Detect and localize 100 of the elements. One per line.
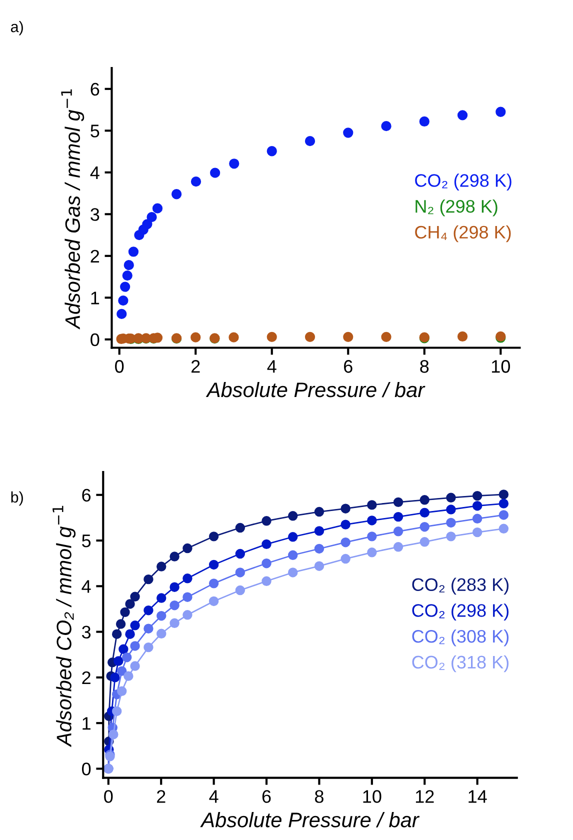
point	[393, 512, 404, 522]
point	[170, 618, 180, 628]
point	[235, 522, 246, 533]
point	[116, 686, 127, 696]
point	[112, 629, 122, 639]
point	[457, 110, 468, 120]
point	[393, 497, 404, 508]
y-tick-label: 0	[90, 333, 100, 346]
text: N₂ (298 K)	[416, 199, 498, 216]
point	[125, 599, 135, 609]
text: CO₂ (308 K)	[412, 629, 509, 646]
point	[314, 544, 324, 554]
y-tick-label: 1	[82, 717, 90, 730]
point	[367, 516, 377, 526]
point	[152, 203, 163, 214]
point	[419, 116, 430, 127]
point	[144, 642, 154, 652]
point	[156, 610, 166, 621]
point	[120, 282, 130, 292]
point	[116, 619, 126, 629]
point	[420, 495, 430, 505]
point	[114, 656, 124, 666]
point	[304, 136, 316, 146]
point	[340, 504, 350, 514]
point	[229, 158, 240, 169]
point	[118, 644, 128, 654]
y-tick-label: 5	[82, 534, 91, 548]
x-tick-label: 2	[192, 360, 200, 373]
point	[262, 516, 272, 526]
point	[130, 641, 140, 651]
x-tick-label: 6	[262, 790, 271, 803]
point	[122, 270, 132, 281]
x-tick-label: 0	[115, 360, 124, 373]
x-tick-label: 8	[314, 790, 324, 803]
point	[472, 527, 482, 538]
point	[210, 168, 220, 178]
point	[381, 121, 392, 132]
text: CO₂ (283 K)	[412, 578, 509, 595]
y-tick-label: 5	[90, 124, 100, 138]
point	[496, 106, 506, 117]
point	[170, 552, 180, 562]
text: b)	[11, 491, 23, 506]
point	[367, 532, 377, 542]
point	[393, 542, 404, 552]
y-tick-label: 6	[82, 488, 91, 502]
x-tick-label: 10	[492, 360, 510, 373]
point	[142, 219, 152, 230]
x-axis-title: Absolute Pressure / bar	[200, 812, 420, 828]
y-tick-label: 0	[82, 762, 91, 776]
text: CH₄ (298 K)	[415, 225, 511, 242]
y-tick-label: 1	[91, 292, 100, 304]
point	[235, 548, 246, 559]
point	[118, 296, 128, 306]
point	[446, 518, 456, 528]
point	[288, 511, 298, 521]
point	[208, 578, 219, 588]
point	[122, 652, 132, 662]
point	[367, 548, 377, 558]
point	[125, 629, 135, 639]
y-axis-title: Adsorbed Gas / mmol g$^{−1}$	[61, 89, 84, 330]
point	[446, 532, 456, 542]
y-tick-label: 3	[82, 626, 91, 639]
y-tick-label: 6	[90, 82, 100, 96]
point	[235, 568, 246, 578]
point	[446, 504, 456, 514]
point	[420, 508, 430, 518]
point	[128, 246, 139, 257]
point	[182, 574, 192, 584]
y-tick-label: 2	[90, 250, 100, 262]
text: CO₂ (298 K)	[412, 604, 509, 620]
point	[314, 526, 324, 536]
y-tick-label: 4	[82, 580, 91, 593]
point	[288, 550, 298, 560]
x-tick-label: 4	[209, 790, 218, 803]
point	[498, 490, 509, 500]
point	[340, 538, 350, 548]
point	[156, 593, 166, 603]
point	[208, 560, 219, 570]
x-tick-label: 12	[416, 790, 434, 803]
point	[182, 610, 192, 620]
text: CO₂ (298 K)	[415, 174, 512, 190]
point	[314, 561, 324, 571]
point	[144, 605, 154, 616]
x-tick-label: 2	[157, 790, 166, 803]
point	[182, 592, 192, 602]
point	[170, 582, 180, 592]
point	[228, 332, 239, 342]
point	[130, 592, 140, 602]
point	[146, 212, 157, 222]
point	[498, 524, 509, 534]
point	[472, 514, 482, 524]
point	[108, 730, 118, 740]
x-tick-label: 4	[267, 360, 276, 373]
point	[304, 332, 316, 342]
point	[498, 510, 509, 520]
point	[262, 539, 272, 550]
x-tick-label: 10	[363, 790, 382, 803]
y-axis-title: Adsorbed CO₂ / mmol g$^{−1}$	[52, 506, 76, 748]
x-tick-label: 6	[344, 360, 352, 373]
point	[314, 506, 324, 517]
